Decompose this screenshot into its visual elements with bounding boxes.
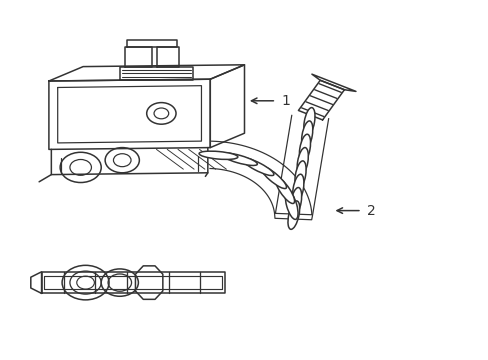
Ellipse shape	[287, 201, 299, 229]
Ellipse shape	[221, 153, 257, 166]
Ellipse shape	[199, 151, 237, 159]
Ellipse shape	[299, 134, 310, 163]
Ellipse shape	[303, 108, 314, 136]
Ellipse shape	[241, 158, 273, 176]
Ellipse shape	[260, 166, 286, 189]
Ellipse shape	[285, 191, 297, 219]
Text: 1: 1	[281, 94, 289, 108]
Ellipse shape	[297, 148, 308, 176]
Ellipse shape	[301, 121, 312, 149]
Ellipse shape	[292, 174, 303, 203]
Text: 2: 2	[366, 204, 375, 217]
Ellipse shape	[290, 188, 301, 216]
Ellipse shape	[275, 177, 294, 203]
Ellipse shape	[294, 161, 305, 189]
